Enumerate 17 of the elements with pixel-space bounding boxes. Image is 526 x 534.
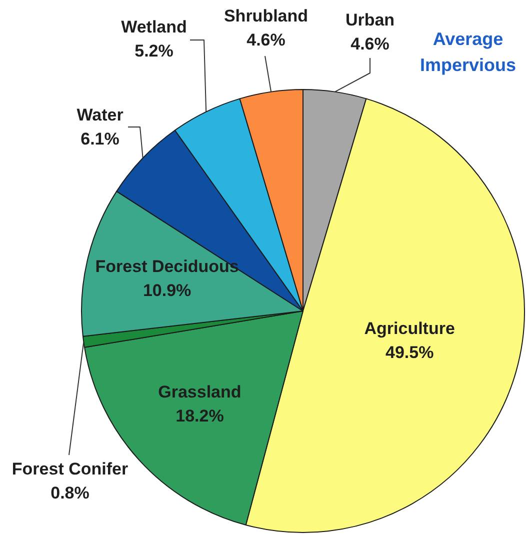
slice-label: Agriculture <box>364 318 455 338</box>
slice-label: Wetland <box>121 18 187 37</box>
data-label: 0.8% <box>50 484 90 503</box>
data-label: 18.2% <box>176 406 224 426</box>
slice-label: Shrubland <box>224 6 308 26</box>
slice-label: Forest Deciduous <box>95 257 239 276</box>
slice-label: Water <box>76 106 124 125</box>
data-label: 49.5% <box>385 342 434 362</box>
data-label: 6.1% <box>80 130 120 149</box>
data-label: 5.2% <box>134 42 174 61</box>
text: Average Impervious <box>420 28 516 75</box>
slice-label: Forest Conifer <box>12 460 128 479</box>
data-label: 4.6% <box>350 34 390 54</box>
slice-label: Grassland <box>158 382 242 402</box>
data-label: 4.6% <box>246 30 286 50</box>
data-label: 10.9% <box>142 281 192 300</box>
slice-label: Urban <box>345 10 395 30</box>
